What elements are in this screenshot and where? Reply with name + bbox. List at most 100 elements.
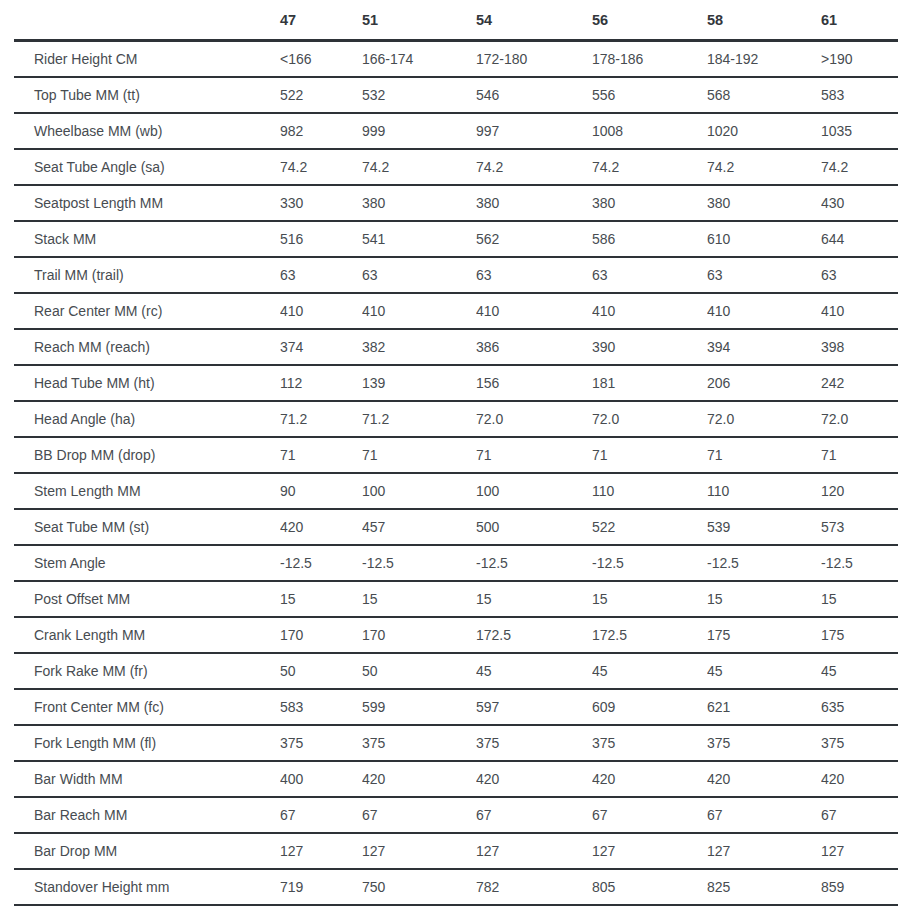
row-label: Top Tube MM (tt) xyxy=(14,77,280,113)
cell-value: 156 xyxy=(476,365,592,401)
cell-value: 532 xyxy=(362,77,476,113)
cell-value: 420 xyxy=(476,761,592,797)
cell-value: 410 xyxy=(821,293,898,329)
cell-value: 90 xyxy=(280,473,362,509)
cell-value: 50 xyxy=(362,653,476,689)
cell-value: 15 xyxy=(362,581,476,617)
cell-value: 67 xyxy=(280,797,362,833)
cell-value: 825 xyxy=(707,869,821,905)
cell-value: >190 xyxy=(821,41,898,78)
cell-value: 382 xyxy=(362,329,476,365)
row-label: Seat Tube Angle (sa) xyxy=(14,149,280,185)
cell-value: 172-180 xyxy=(476,41,592,78)
cell-value: 599 xyxy=(362,689,476,725)
table-row: Crank Length MM170170172.5172.5175175 xyxy=(14,617,898,653)
cell-value: 420 xyxy=(821,761,898,797)
size-column-header: 47 xyxy=(280,2,362,41)
cell-value: 380 xyxy=(362,185,476,221)
table-row: Top Tube MM (tt)522532546556568583 xyxy=(14,77,898,113)
row-label: Front Center MM (fc) xyxy=(14,689,280,725)
geometry-page: 475154565861 Rider Height CM<166166-1741… xyxy=(0,0,916,921)
table-row: Seat Tube MM (st)420457500522539573 xyxy=(14,509,898,545)
cell-value: 178-186 xyxy=(592,41,707,78)
cell-value: 74.2 xyxy=(280,149,362,185)
cell-value: 71 xyxy=(707,437,821,473)
cell-value: 573 xyxy=(821,509,898,545)
cell-value: 410 xyxy=(280,293,362,329)
cell-value: <166 xyxy=(280,41,362,78)
cell-value: 1035 xyxy=(821,113,898,149)
row-label: Rider Height CM xyxy=(14,41,280,78)
cell-value: 1020 xyxy=(707,113,821,149)
cell-value: 74.2 xyxy=(362,149,476,185)
cell-value: 390 xyxy=(592,329,707,365)
cell-value: 635 xyxy=(821,689,898,725)
cell-value: 380 xyxy=(476,185,592,221)
cell-value: 100 xyxy=(476,473,592,509)
cell-value: 110 xyxy=(707,473,821,509)
cell-value: 330 xyxy=(280,185,362,221)
cell-value: 556 xyxy=(592,77,707,113)
cell-value: 170 xyxy=(280,617,362,653)
row-label: Bar Drop MM xyxy=(14,833,280,869)
cell-value: 63 xyxy=(821,257,898,293)
cell-value: 719 xyxy=(280,869,362,905)
row-label: Head Tube MM (ht) xyxy=(14,365,280,401)
row-label: Fork Rake MM (fr) xyxy=(14,653,280,689)
size-column-header: 61 xyxy=(821,2,898,41)
cell-value: 609 xyxy=(592,689,707,725)
row-label: Stem Angle xyxy=(14,545,280,581)
cell-value: 127 xyxy=(592,833,707,869)
cell-value: 170 xyxy=(362,617,476,653)
cell-value: 74.2 xyxy=(821,149,898,185)
cell-value: 782 xyxy=(476,869,592,905)
cell-value: 15 xyxy=(592,581,707,617)
table-row: Front Center MM (fc)583599597609621635 xyxy=(14,689,898,725)
cell-value: 45 xyxy=(476,653,592,689)
cell-value: 72.0 xyxy=(707,401,821,437)
row-label: Seatpost Length MM xyxy=(14,185,280,221)
cell-value: 522 xyxy=(280,77,362,113)
cell-value: 71 xyxy=(592,437,707,473)
cell-value: 375 xyxy=(821,725,898,761)
cell-value: 586 xyxy=(592,221,707,257)
cell-value: 74.2 xyxy=(707,149,821,185)
table-row: Head Angle (ha)71.271.272.072.072.072.0 xyxy=(14,401,898,437)
cell-value: 430 xyxy=(821,185,898,221)
table-row: Post Offset MM151515151515 xyxy=(14,581,898,617)
size-header-row: 475154565861 xyxy=(14,2,898,41)
table-row: Stem Angle-12.5-12.5-12.5-12.5-12.5-12.5 xyxy=(14,545,898,581)
cell-value: 380 xyxy=(707,185,821,221)
cell-value: 71.2 xyxy=(280,401,362,437)
cell-value: 110 xyxy=(592,473,707,509)
row-label: Post Offset MM xyxy=(14,581,280,617)
cell-value: 410 xyxy=(362,293,476,329)
cell-value: 127 xyxy=(280,833,362,869)
row-label: Wheelbase MM (wb) xyxy=(14,113,280,149)
cell-value: 597 xyxy=(476,689,592,725)
cell-value: 420 xyxy=(280,509,362,545)
cell-value: 410 xyxy=(476,293,592,329)
size-column-header: 54 xyxy=(476,2,592,41)
row-label: Reach MM (reach) xyxy=(14,329,280,365)
cell-value: -12.5 xyxy=(707,545,821,581)
table-row: Trail MM (trail)636363636363 xyxy=(14,257,898,293)
cell-value: 539 xyxy=(707,509,821,545)
table-row: BB Drop MM (drop)717171717171 xyxy=(14,437,898,473)
cell-value: 386 xyxy=(476,329,592,365)
cell-value: -12.5 xyxy=(280,545,362,581)
cell-value: 859 xyxy=(821,869,898,905)
row-label: Stack MM xyxy=(14,221,280,257)
cell-value: -12.5 xyxy=(821,545,898,581)
cell-value: 805 xyxy=(592,869,707,905)
row-label: Rear Center MM (rc) xyxy=(14,293,280,329)
cell-value: 72.0 xyxy=(821,401,898,437)
cell-value: 63 xyxy=(280,257,362,293)
cell-value: 71.2 xyxy=(362,401,476,437)
cell-value: 541 xyxy=(362,221,476,257)
cell-value: 1008 xyxy=(592,113,707,149)
cell-value: 63 xyxy=(707,257,821,293)
cell-value: 175 xyxy=(707,617,821,653)
cell-value: 500 xyxy=(476,509,592,545)
cell-value: 63 xyxy=(476,257,592,293)
